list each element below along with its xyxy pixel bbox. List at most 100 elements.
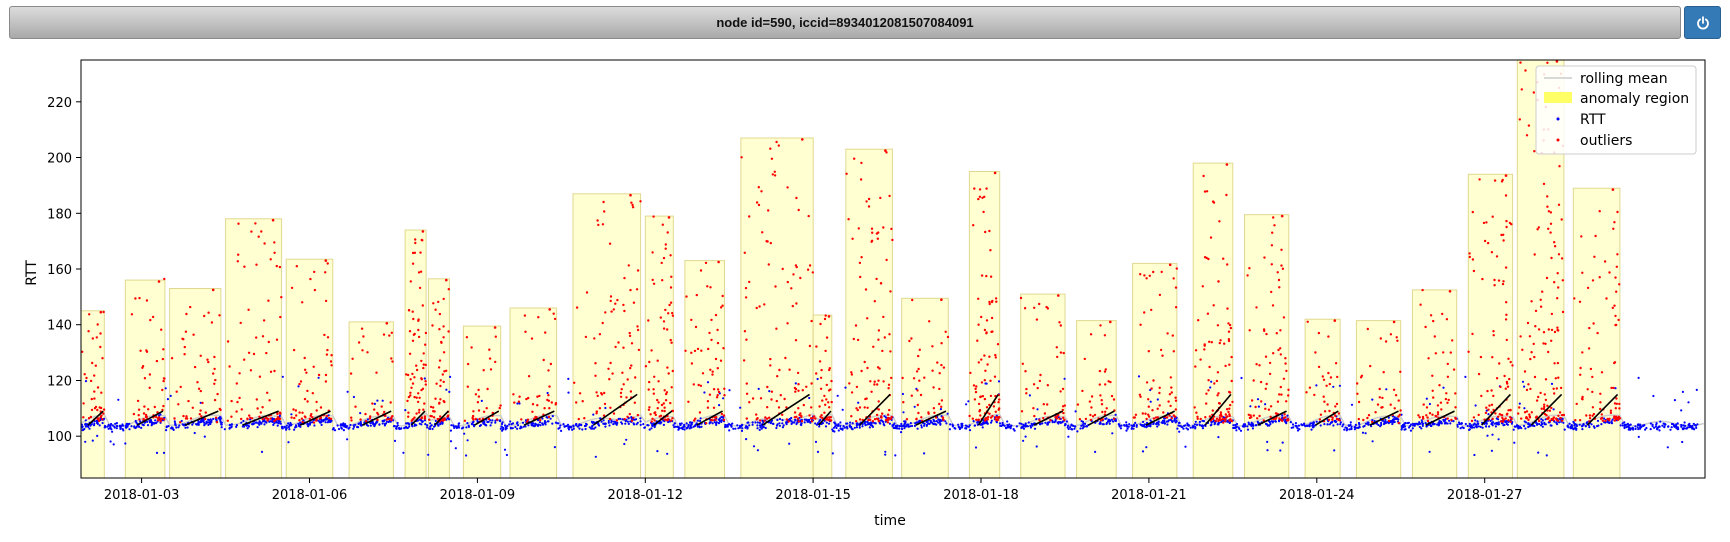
outlier-point [632, 416, 635, 419]
outlier-point [885, 258, 888, 262]
outlier-point [623, 309, 626, 313]
outlier-point [775, 399, 778, 403]
outlier-point [601, 321, 604, 325]
outlier-point [783, 397, 786, 401]
outlier-point [980, 274, 984, 277]
outlier-point [858, 261, 862, 265]
outlier-point [1547, 227, 1550, 230]
outlier-point [543, 407, 546, 410]
rtt-point [1193, 423, 1196, 426]
outlier-point [1613, 419, 1616, 422]
rtt-point [184, 426, 187, 429]
rtt-point [1008, 425, 1011, 428]
outlier-point [324, 299, 328, 303]
rtt-point [258, 423, 261, 426]
rtt-point [1315, 420, 1318, 423]
anomaly-region-4 [225, 218, 283, 479]
rtt-point [1333, 449, 1336, 452]
outlier-point [89, 415, 93, 419]
rtt-point [1167, 419, 1170, 422]
rtt-point [1165, 420, 1168, 423]
rtt-point [235, 424, 238, 427]
outlier-point [652, 282, 656, 285]
rtt-point [778, 424, 782, 427]
rtt-point [84, 422, 87, 425]
rtt-point [287, 426, 290, 429]
outlier-point [771, 173, 774, 176]
outlier-point [911, 298, 914, 302]
rtt-point [299, 425, 302, 428]
outlier-point [1544, 398, 1548, 402]
rtt-point [639, 417, 642, 420]
outlier-point [716, 367, 719, 370]
outlier-point [845, 172, 848, 175]
outlier-point [617, 341, 620, 344]
outlier-point [671, 311, 674, 315]
outlier-point [303, 368, 307, 371]
outlier-point [1267, 408, 1271, 411]
outlier-point [417, 335, 421, 339]
outlier-point [419, 251, 422, 254]
outlier-point [979, 395, 982, 399]
rtt-point [776, 423, 779, 426]
rtt-point [604, 406, 607, 410]
outlier-point [440, 340, 443, 344]
outlier-point [230, 415, 233, 418]
outlier-point [1226, 415, 1229, 418]
rtt-point [758, 428, 761, 431]
rtt-point [1210, 380, 1213, 383]
rtt-point [563, 425, 566, 428]
rtt-point [359, 421, 362, 424]
rtt-point [1024, 435, 1027, 438]
rtt-point [1018, 422, 1021, 425]
outlier-point [91, 361, 94, 365]
rtt-point [1412, 424, 1415, 427]
rtt-point [1166, 423, 1169, 426]
outlier-point [1158, 391, 1161, 395]
outlier-point [1218, 416, 1222, 420]
rtt-point [900, 427, 904, 431]
rtt-point [567, 377, 570, 380]
rtt-point [1393, 416, 1396, 419]
outlier-point [486, 387, 489, 391]
outlier-point [409, 391, 412, 394]
outlier-point [311, 392, 314, 395]
outlier-point [1440, 408, 1443, 411]
outlier-point [751, 397, 755, 400]
rtt-point [1664, 423, 1667, 426]
rtt-point [752, 445, 756, 448]
outlier-point [1534, 309, 1538, 313]
outlier-point [663, 389, 666, 392]
rtt-point [1235, 429, 1238, 432]
rtt-point [1377, 423, 1380, 427]
outlier-point [994, 418, 997, 421]
rtt-point [905, 424, 908, 427]
rtt-point [1342, 423, 1345, 426]
outlier-point [975, 418, 978, 421]
outlier-point [1207, 257, 1210, 261]
power-button[interactable] [1684, 6, 1721, 39]
rtt-point [1246, 425, 1249, 428]
rtt-point [818, 420, 821, 423]
outlier-point [1491, 356, 1494, 359]
rtt-point [121, 424, 125, 427]
rtt-point [1022, 427, 1026, 430]
rtt-point [1198, 424, 1202, 427]
rtt-point [1339, 421, 1342, 424]
outlier-point [418, 396, 421, 399]
outlier-point [313, 270, 316, 274]
rtt-point [1452, 420, 1455, 423]
outlier-point [974, 390, 978, 394]
rtt-point [1178, 421, 1181, 424]
rtt-point [1160, 421, 1163, 424]
outlier-point [290, 286, 294, 290]
rtt-point [603, 422, 607, 425]
rtt-point [1393, 418, 1396, 421]
outlier-point [1169, 404, 1172, 408]
rtt-point [1020, 426, 1023, 429]
outlier-point [1615, 323, 1618, 327]
outlier-point [318, 417, 321, 420]
outlier-point [1518, 118, 1522, 121]
outlier-point [1507, 357, 1510, 360]
outlier-point [1219, 411, 1223, 414]
